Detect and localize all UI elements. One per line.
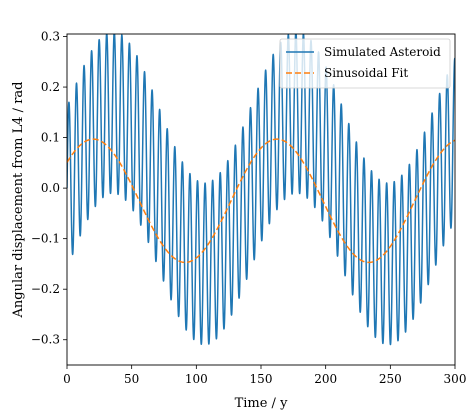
legend-box bbox=[279, 38, 451, 89]
x-tick-label: 200 bbox=[314, 372, 337, 386]
y-tick-label: 0.0 bbox=[41, 181, 60, 195]
y-axis-title: Angular displacement from L4 / rad bbox=[11, 82, 26, 319]
legend: Simulated Asteroid Sinusoidal Fit bbox=[279, 38, 451, 89]
series-line-sinusoidal-fit bbox=[67, 138, 455, 264]
y-tick-label: 0.3 bbox=[41, 30, 60, 44]
y-tick-label: −0.1 bbox=[31, 232, 60, 246]
legend-label-sinusoidal-fit: Sinusoidal Fit bbox=[324, 66, 408, 80]
y-tick-label: −0.3 bbox=[31, 333, 60, 347]
y-tick-label: 0.1 bbox=[41, 131, 60, 145]
x-tick-label: 150 bbox=[250, 372, 273, 386]
x-tick-label: 250 bbox=[379, 372, 402, 386]
y-tick-label: 0.2 bbox=[41, 80, 60, 94]
series-layer bbox=[67, 34, 455, 346]
legend-label-simulated-asteroid: Simulated Asteroid bbox=[324, 45, 441, 59]
series-line-simulated-asteroid bbox=[67, 34, 455, 346]
x-tick-label: 100 bbox=[185, 372, 208, 386]
x-tick-label: 300 bbox=[444, 372, 467, 386]
x-axis: 0 50 100 150 200 250 300 bbox=[63, 365, 466, 386]
x-tick-label: 0 bbox=[63, 372, 71, 386]
y-tick-label: −0.2 bbox=[31, 282, 60, 296]
x-axis-title: Time / y bbox=[235, 396, 288, 411]
y-axis: −0.3 −0.2 −0.1 0.0 0.1 0.2 0.3 bbox=[31, 30, 67, 347]
x-tick-label: 50 bbox=[124, 372, 139, 386]
